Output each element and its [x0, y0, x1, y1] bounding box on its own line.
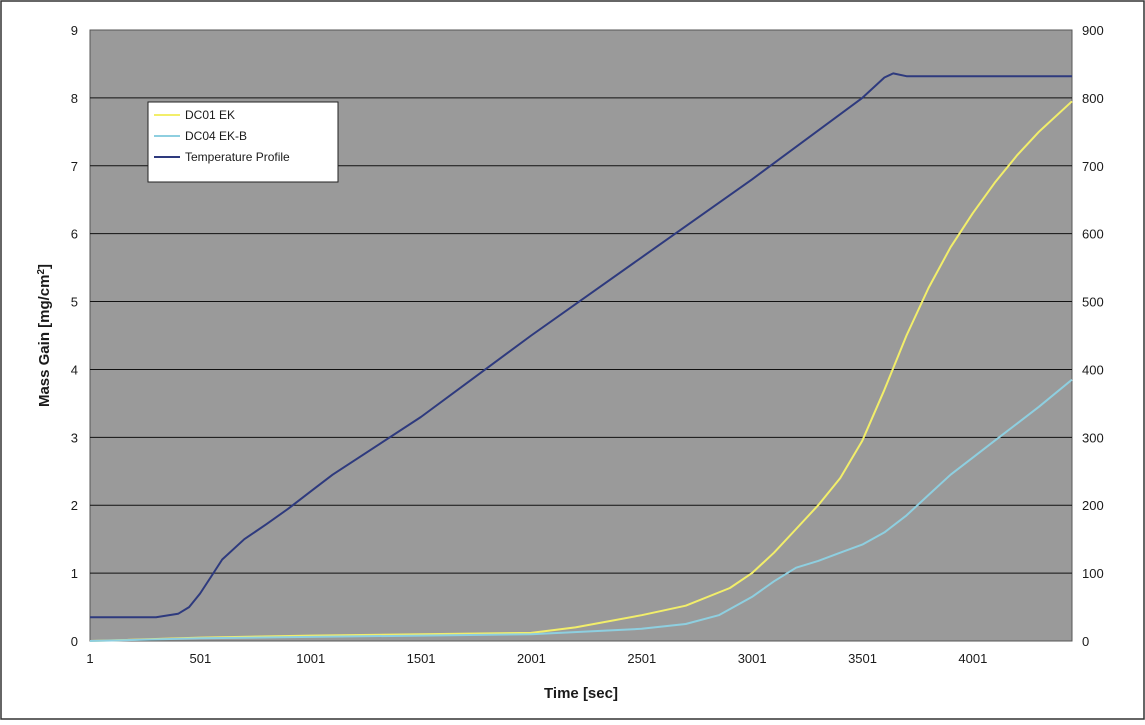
series-layer: [89, 72, 1073, 642]
legend-entry-label: DC04 EK-B: [185, 129, 247, 143]
x-tick-label: 3001: [738, 651, 767, 666]
y2-tick-label: 600: [1082, 227, 1104, 242]
y-tick-label: 7: [71, 159, 78, 174]
y2-tick-label: 100: [1082, 566, 1104, 581]
y-tick-label: 0: [71, 634, 78, 649]
y-tick-label: 9: [71, 23, 78, 38]
y-tick-label: 6: [71, 227, 78, 242]
series-line-dc01-ek: [89, 100, 1073, 642]
y-tick-label: 5: [71, 295, 78, 310]
legend: DC01 EK DC04 EK-B Temperature Profile: [147, 101, 339, 183]
y2-tick-label: 300: [1082, 430, 1104, 445]
y-tick-label: 8: [71, 91, 78, 106]
y2-tick-label: 400: [1082, 362, 1104, 377]
y2-tick-label: 900: [1082, 23, 1104, 38]
gridlines: [90, 97, 1072, 574]
y-tick-label: 4: [71, 362, 78, 377]
legend-entry-label: DC01 EK: [185, 108, 235, 122]
y2-tick-label: 200: [1082, 498, 1104, 513]
y-tick-label: 1: [71, 566, 78, 581]
series-line-dc04-ek-b: [89, 378, 1073, 642]
y2-tick-label: 0: [1082, 634, 1089, 649]
x-tick-label: 501: [190, 651, 212, 666]
y2-tick-label: 500: [1082, 295, 1104, 310]
x-axis-title: Time [sec]: [544, 685, 618, 702]
x-tick-label: 4001: [958, 651, 987, 666]
series-line-temperature-profile: [90, 72, 1072, 619]
x-tick-labels: 1 501 1001 1501 2001 2501 3001 3501 4001: [86, 651, 987, 666]
y-tick-labels: 0 1 2 3 4 5 6 7 8 9: [71, 23, 78, 649]
y-tick-label: 3: [71, 430, 78, 445]
x-tick-label: 1501: [407, 651, 436, 666]
y2-tick-label: 800: [1082, 91, 1104, 106]
y-axis-title: Mass Gain [mg/cm2]: [36, 264, 54, 407]
x-tick-label: 1: [86, 651, 93, 666]
x-tick-label: 3501: [848, 651, 877, 666]
x-tick-label: 1001: [296, 651, 325, 666]
y2-tick-label: 700: [1082, 159, 1104, 174]
x-tick-label: 2001: [517, 651, 546, 666]
x-tick-label: 2501: [627, 651, 656, 666]
legend-entry-label: Temperature Profile: [185, 150, 290, 164]
y2-tick-labels: 0 100 200 300 400 500 600 700 800 900: [1082, 23, 1104, 649]
y-tick-label: 2: [71, 498, 78, 513]
